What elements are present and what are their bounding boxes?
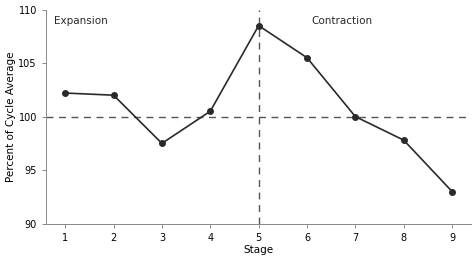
X-axis label: Stage: Stage [243, 245, 273, 256]
Text: Expansion: Expansion [54, 16, 108, 26]
Text: Contraction: Contraction [311, 16, 372, 26]
Y-axis label: Percent of Cycle Average: Percent of Cycle Average [6, 51, 16, 182]
